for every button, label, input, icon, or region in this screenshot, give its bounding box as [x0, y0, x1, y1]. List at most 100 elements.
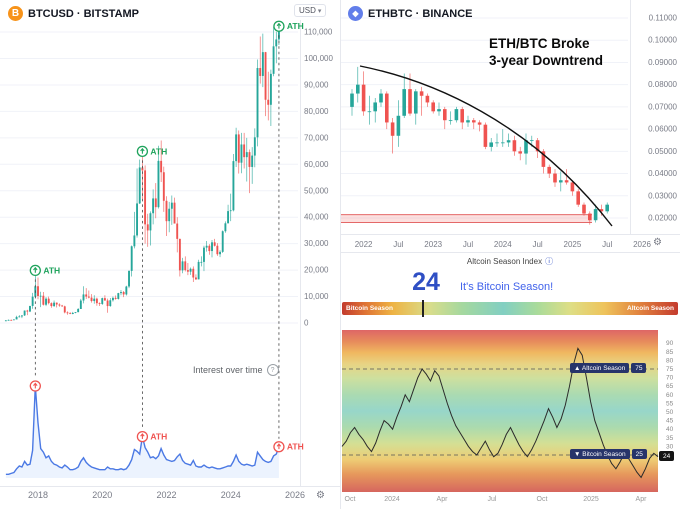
svg-text:60,000: 60,000: [304, 160, 329, 169]
svg-text:2022: 2022: [355, 240, 373, 249]
currency-label: USD: [299, 6, 316, 15]
svg-text:2020: 2020: [92, 490, 112, 500]
btcusd-header: B BTCUSD · BITSTAMP: [8, 6, 139, 21]
svg-text:80,000: 80,000: [304, 107, 329, 116]
svg-text:40,000: 40,000: [304, 213, 329, 222]
svg-text:0.02000: 0.02000: [648, 213, 677, 222]
svg-text:0.04000: 0.04000: [648, 169, 677, 178]
altcoin-season-threshold-badge: ▲ Altcoin Season 75: [570, 363, 647, 373]
svg-text:2025: 2025: [564, 240, 582, 249]
svg-text:ATH: ATH: [287, 21, 304, 31]
svg-text:20,000: 20,000: [304, 266, 329, 275]
svg-text:55: 55: [666, 400, 674, 407]
svg-text:ATH: ATH: [150, 432, 167, 442]
svg-text:70,000: 70,000: [304, 133, 329, 142]
interest-over-time-text: Interest over time: [193, 365, 263, 375]
svg-text:40: 40: [666, 426, 674, 433]
altcoin-season-index-title-text: Altcoin Season Index: [466, 257, 543, 266]
svg-text:2026: 2026: [633, 240, 651, 249]
svg-text:60: 60: [666, 392, 674, 399]
bar-label-altcoin-season: Altcoin Season: [627, 305, 674, 312]
downtrend-annotation: ETH/BTC Broke 3-year Downtrend: [489, 36, 603, 70]
bitcoin-season-threshold-value: 25: [631, 449, 647, 459]
svg-text:Jul: Jul: [393, 240, 403, 249]
ethbtc-chart: 0.11000 0.10000 0.09000 0.08000 0.07000 0.060…: [341, 0, 680, 249]
svg-text:0: 0: [304, 319, 309, 328]
bitcoin-logo-icon: B: [8, 6, 23, 21]
svg-text:2026: 2026: [285, 490, 305, 500]
svg-text:65: 65: [666, 383, 674, 390]
chevron-down-icon: ▾: [317, 7, 322, 15]
svg-text:0.03000: 0.03000: [648, 191, 677, 200]
annotation-line1: ETH/BTC Broke: [489, 36, 590, 51]
bitcoin-season-threshold-label: ▼ Bitcoin Season: [570, 449, 630, 459]
svg-text:35: 35: [666, 435, 674, 442]
btcusd-symbol-title[interactable]: BTCUSD · BITSTAMP: [28, 7, 140, 20]
currency-selector[interactable]: USD ▾: [294, 4, 327, 17]
svg-text:85: 85: [666, 349, 674, 356]
ethereum-logo-icon: ◆: [348, 6, 363, 21]
altcoin-season-index-value: 24: [412, 268, 440, 296]
svg-text:2024: 2024: [384, 496, 400, 503]
svg-text:45: 45: [666, 418, 674, 425]
btc-price-chart: 110,000 100,000 90,000 80,000 70,000 60,000 50…: [0, 20, 340, 500]
svg-text:2024: 2024: [494, 240, 512, 249]
svg-text:2025: 2025: [583, 496, 599, 503]
svg-text:2018: 2018: [28, 490, 48, 500]
svg-text:Jul: Jul: [463, 240, 473, 249]
svg-text:0.10000: 0.10000: [648, 36, 677, 45]
svg-text:2022: 2022: [156, 490, 176, 500]
svg-text:ATH: ATH: [150, 146, 167, 156]
settings-gear-icon[interactable]: ⚙: [316, 490, 325, 501]
svg-text:2023: 2023: [424, 240, 442, 249]
svg-text:90: 90: [666, 340, 674, 347]
svg-text:Apr: Apr: [636, 496, 648, 503]
svg-text:90,000: 90,000: [304, 80, 329, 89]
help-icon[interactable]: ?: [266, 364, 279, 376]
svg-text:Jul: Jul: [602, 240, 612, 249]
svg-text:0.08000: 0.08000: [648, 80, 677, 89]
altcoin-season-threshold-label: ▲ Altcoin Season: [570, 363, 630, 373]
svg-text:50,000: 50,000: [304, 186, 329, 195]
altcoin-season-threshold-value: 75: [631, 363, 647, 373]
svg-text:10,000: 10,000: [304, 292, 329, 301]
svg-text:0.05000: 0.05000: [648, 147, 677, 156]
svg-text:Oct: Oct: [345, 496, 356, 503]
season-gradient-bar: Bitcoin Season Altcoin Season: [342, 300, 678, 317]
season-status-text: It's Bitcoin Season!: [460, 281, 554, 293]
ethbtc-header: ◆ ETHBTC · BINANCE: [348, 6, 473, 21]
svg-text:30,000: 30,000: [304, 239, 329, 248]
altcoin-season-index-title: Altcoin Season Index ⓘ: [340, 256, 680, 267]
svg-text:Apr: Apr: [437, 496, 449, 503]
current-value-chip: 24: [659, 451, 675, 461]
svg-text:Oct: Oct: [537, 496, 548, 503]
svg-text:70: 70: [666, 375, 674, 382]
svg-text:ATH: ATH: [287, 442, 304, 452]
info-icon[interactable]: ⓘ: [545, 257, 554, 266]
ath-markers: ATH ATH ATH ATH ATH: [29, 20, 304, 453]
svg-text:2024: 2024: [221, 490, 241, 500]
svg-text:75: 75: [666, 366, 674, 373]
ethbtc-symbol-title[interactable]: ETHBTC · BINANCE: [368, 7, 473, 20]
svg-text:0.07000: 0.07000: [648, 102, 677, 111]
svg-text:50: 50: [666, 409, 674, 416]
svg-text:110,000: 110,000: [304, 28, 333, 37]
svg-text:Jul: Jul: [532, 240, 542, 249]
svg-text:Jul: Jul: [488, 496, 497, 503]
bar-label-bitcoin-season: Bitcoin Season: [346, 305, 393, 312]
interest-over-time-label: Interest over time ?: [193, 364, 279, 376]
svg-text:0.11000: 0.11000: [649, 14, 678, 23]
svg-text:80: 80: [666, 357, 674, 364]
svg-text:0.09000: 0.09000: [648, 58, 677, 67]
season-bar-marker: [421, 300, 424, 317]
svg-text:0.06000: 0.06000: [648, 125, 677, 134]
svg-text:ATH: ATH: [43, 265, 60, 275]
svg-text:30: 30: [666, 443, 674, 450]
svg-text:100,000: 100,000: [304, 54, 333, 63]
bitcoin-season-threshold-badge: ▼ Bitcoin Season 25: [570, 449, 647, 459]
settings-gear-icon[interactable]: ⚙: [653, 237, 662, 248]
annotation-line2: 3-year Downtrend: [489, 52, 604, 68]
